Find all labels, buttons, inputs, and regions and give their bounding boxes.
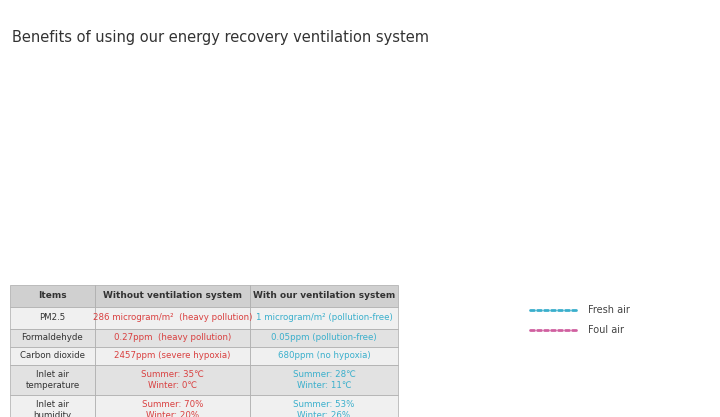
Text: 680ppm (no hypoxia): 680ppm (no hypoxia) — [278, 352, 370, 361]
Text: With our ventilation system: With our ventilation system — [253, 291, 395, 301]
Text: 286 microgram/m²  (heavy pollution): 286 microgram/m² (heavy pollution) — [93, 314, 252, 322]
Text: Summer: 53%
Winter: 26%: Summer: 53% Winter: 26% — [293, 399, 355, 417]
Text: Fresh air: Fresh air — [588, 305, 630, 315]
Bar — [10, 329, 95, 347]
Bar — [250, 395, 398, 417]
Bar — [10, 285, 95, 307]
Text: Items: Items — [38, 291, 67, 301]
Text: 0.05ppm (pollution-free): 0.05ppm (pollution-free) — [271, 334, 377, 342]
Bar — [95, 329, 250, 347]
Bar — [10, 307, 95, 329]
Text: Foul air: Foul air — [588, 325, 624, 335]
Bar — [250, 285, 398, 307]
Text: PM2.5: PM2.5 — [40, 314, 66, 322]
Text: Formaldehyde: Formaldehyde — [22, 334, 84, 342]
Bar — [95, 365, 250, 395]
Text: 0.27ppm  (heavy pollution): 0.27ppm (heavy pollution) — [114, 334, 231, 342]
Bar — [10, 365, 95, 395]
Bar — [95, 307, 250, 329]
Text: Inlet air
temperature: Inlet air temperature — [25, 369, 80, 390]
Text: 1 microgram/m² (pollution-free): 1 microgram/m² (pollution-free) — [256, 314, 392, 322]
Bar — [250, 307, 398, 329]
Bar — [250, 329, 398, 347]
Text: Summer: 28℃
Winter: 11℃: Summer: 28℃ Winter: 11℃ — [292, 369, 356, 390]
Bar — [250, 347, 398, 365]
Text: 2457ppm (severe hypoxia): 2457ppm (severe hypoxia) — [114, 352, 230, 361]
Text: Inlet air
humidity: Inlet air humidity — [33, 399, 71, 417]
Bar — [10, 395, 95, 417]
Text: Without ventilation system: Without ventilation system — [103, 291, 242, 301]
Bar — [95, 285, 250, 307]
Text: Summer: 70%
Winter: 20%: Summer: 70% Winter: 20% — [142, 399, 203, 417]
Bar — [95, 395, 250, 417]
Text: Carbon dioxide: Carbon dioxide — [20, 352, 85, 361]
Bar — [10, 347, 95, 365]
Bar — [95, 347, 250, 365]
Text: Benefits of using our energy recovery ventilation system: Benefits of using our energy recovery ve… — [12, 30, 429, 45]
Text: Summer: 35℃
Winter: 0℃: Summer: 35℃ Winter: 0℃ — [141, 369, 204, 390]
Bar — [250, 365, 398, 395]
